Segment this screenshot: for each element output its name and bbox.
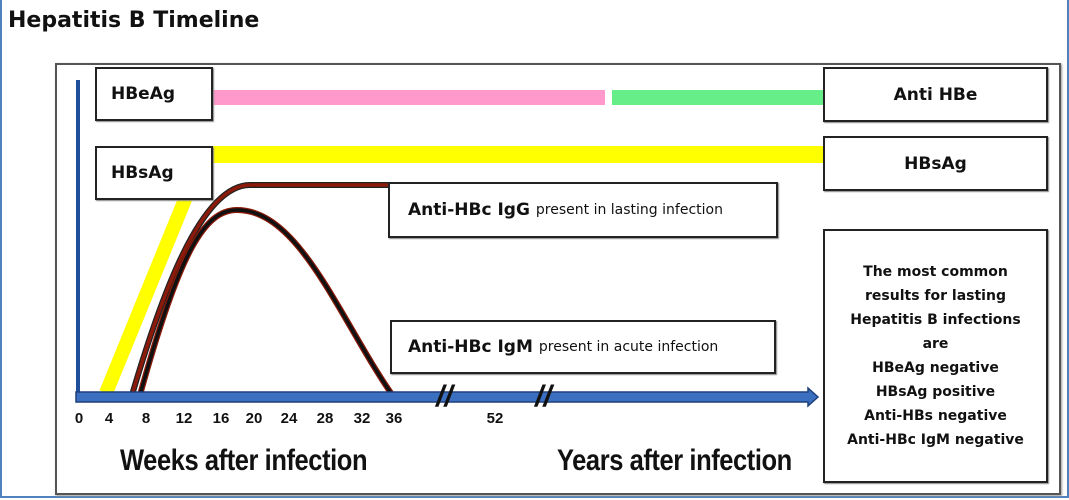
hbsag-rise xyxy=(99,194,193,396)
page-title: Hepatitis B Timeline xyxy=(8,8,260,33)
igg-label: Anti-HBc IgG xyxy=(408,200,530,220)
hbeag-label-box: HBeAg xyxy=(95,67,213,121)
igm-curve xyxy=(137,206,396,398)
igm-curve-core xyxy=(138,208,395,398)
tick-label: 52 xyxy=(486,410,504,427)
result-line: HBeAg negative xyxy=(872,360,999,376)
tick-label: 32 xyxy=(353,410,371,427)
axis-break-1: // xyxy=(436,380,453,413)
hbsag-right-label-box: HBsAg xyxy=(823,136,1048,191)
igg-note: present in lasting infection xyxy=(535,202,723,218)
hbeag-label: HBeAg xyxy=(111,84,176,104)
anti-hbe-label: Anti HBe xyxy=(893,84,978,105)
tick-label: 4 xyxy=(104,410,114,427)
hbsag-right-label: HBsAg xyxy=(904,153,967,174)
anti-hbe-bar xyxy=(612,90,824,105)
tick-label: 12 xyxy=(175,410,193,427)
result-line: Anti-HBc IgM negative xyxy=(847,432,1024,448)
tick-label: 16 xyxy=(212,410,230,427)
hbsag-label-box: HBsAg xyxy=(95,146,213,200)
tick-label: 28 xyxy=(316,410,334,427)
tick-label: 0 xyxy=(74,410,84,427)
result-line: results for lasting xyxy=(865,288,1006,304)
hbsag-bar xyxy=(212,146,824,163)
igm-label-box: Anti-HBc IgM present in acute infection xyxy=(390,320,776,374)
tick-label: 20 xyxy=(245,410,263,427)
result-line: Anti-HBs negative xyxy=(864,408,1007,424)
result-line: The most common xyxy=(863,264,1008,280)
results-summary-box: The most common results for lasting Hepa… xyxy=(823,229,1048,483)
igm-label: Anti-HBc IgM xyxy=(408,337,533,357)
result-line: are xyxy=(922,336,949,352)
hbsag-label: HBsAg xyxy=(111,163,174,183)
result-line: HBsAg positive xyxy=(875,384,996,400)
hbeag-bar xyxy=(212,90,605,105)
tick-label: 24 xyxy=(280,410,298,427)
result-line: Hepatitis B infections xyxy=(850,312,1021,328)
x-axis-arrow xyxy=(75,386,820,408)
tick-label: 36 xyxy=(385,410,403,427)
tick-label: 8 xyxy=(141,410,151,427)
axis-break-2: // xyxy=(535,380,552,413)
igg-curve-color xyxy=(130,183,388,396)
years-axis-title: Years after infection xyxy=(557,444,792,477)
diagram-frame xyxy=(55,63,1061,495)
igg-label-box: Anti-HBc IgG present in lasting infectio… xyxy=(388,182,778,238)
anti-hbe-label-box: Anti HBe xyxy=(823,67,1048,122)
igm-note: present in acute infection xyxy=(538,339,719,355)
weeks-axis-title: Weeks after infection xyxy=(120,444,368,477)
